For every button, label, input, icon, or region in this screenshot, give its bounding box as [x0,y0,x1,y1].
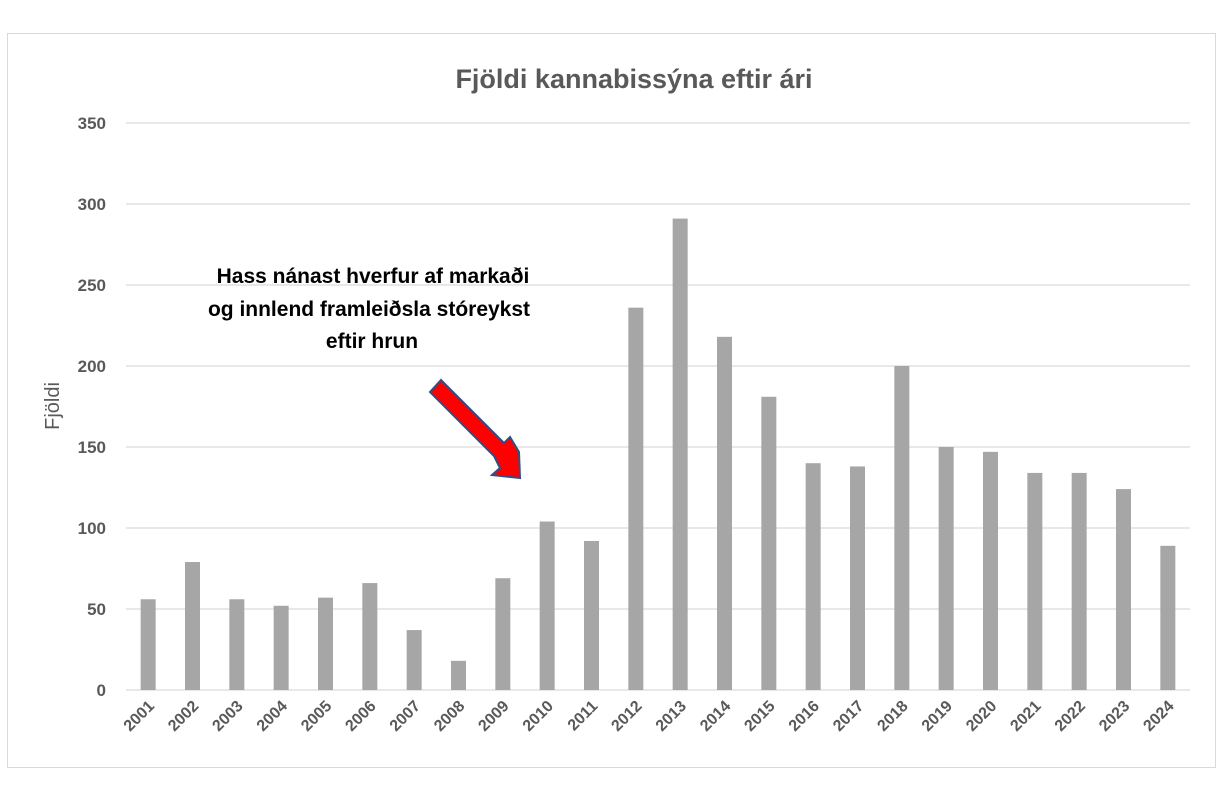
bar-2017 [850,466,865,690]
bar-2002 [185,562,200,690]
bar-2006 [362,583,378,690]
bar-2008 [451,660,466,690]
y-tick-label: 50 [87,600,106,619]
y-tick-label: 0 [97,681,106,700]
x-tick-label-2008: 2008 [431,698,468,735]
x-tick-label-2012: 2012 [608,698,645,735]
annotation-line-2: og innlend framleiðsla stóreykst [208,298,530,321]
x-tick-label-2019: 2019 [919,698,956,735]
x-tick-label-2016: 2016 [786,698,823,735]
y-tick-label: 150 [78,438,106,457]
y-axis-label: Fjöldi [42,382,64,430]
x-tick-label-2015: 2015 [741,698,778,735]
x-tick-label-2013: 2013 [653,698,690,735]
chart-frame [7,33,1216,768]
bar-2011 [584,540,599,690]
bar-2010 [539,521,555,690]
bar-2005 [318,597,333,690]
bar-2020 [983,451,998,690]
y-tick-label: 100 [78,519,106,538]
bar-2023 [1116,489,1131,690]
x-tick-label-2011: 2011 [565,698,602,735]
bar-2021 [1027,472,1043,690]
bar-2001 [140,599,156,690]
bar-2024 [1160,545,1176,690]
x-tick-label-2010: 2010 [520,698,557,735]
y-tick-label: 200 [78,357,106,376]
x-tick-label-2018: 2018 [874,698,911,735]
y-tick-label: 250 [78,276,106,295]
x-tick-label-2001: 2001 [121,698,158,735]
x-tick-label-2006: 2006 [342,698,379,735]
x-tick-label-2017: 2017 [830,698,867,735]
annotation: Hass nánast hverfur af markaði og innlen… [208,265,530,480]
y-tick-label: 350 [78,114,106,133]
bar-2022 [1071,472,1087,690]
x-tick-label-2024: 2024 [1140,698,1177,735]
bar-2009 [495,578,511,690]
bar-2013 [672,218,688,690]
x-tick-label-2009: 2009 [475,698,512,735]
x-tick-label-2020: 2020 [963,698,1000,735]
x-tick-label-2007: 2007 [387,698,424,735]
annotation-line-3: eftir hrun [326,330,418,353]
x-tick-label-2021: 2021 [1007,698,1044,735]
bar-2015 [761,396,777,690]
x-tick-label-2022: 2022 [1052,698,1089,735]
x-tick-label-2002: 2002 [165,698,202,735]
x-tick-label-2014: 2014 [697,698,734,735]
x-tick-label-2005: 2005 [298,698,335,735]
bar-2012 [628,307,644,690]
x-tick-label-2003: 2003 [209,698,246,735]
bar-2004 [273,605,289,690]
bar-2019 [938,447,954,690]
bar-2003 [229,599,245,690]
x-axis-ticks: 2001 2002 2003 2004 2005 2006 2007 2008 2009 2010… [121,698,1178,735]
y-axis-ticks: 0 50 100 150 200 250 300 350 [78,114,106,700]
bar-2018 [894,366,910,690]
bar-2007 [406,630,422,690]
annotation-line-1: Hass nánast hverfur af markaði [217,265,530,288]
x-tick-label-2004: 2004 [254,698,291,735]
bars [140,218,1176,690]
x-tick-label-2023: 2023 [1096,698,1133,735]
red-arrow-icon [428,378,522,480]
bar-2014 [717,336,732,690]
y-tick-label: 300 [78,195,106,214]
chart-title: Fjöldi kannabissýna eftir ári [455,64,812,94]
gridlines [126,122,1190,691]
bar-2016 [805,463,821,690]
